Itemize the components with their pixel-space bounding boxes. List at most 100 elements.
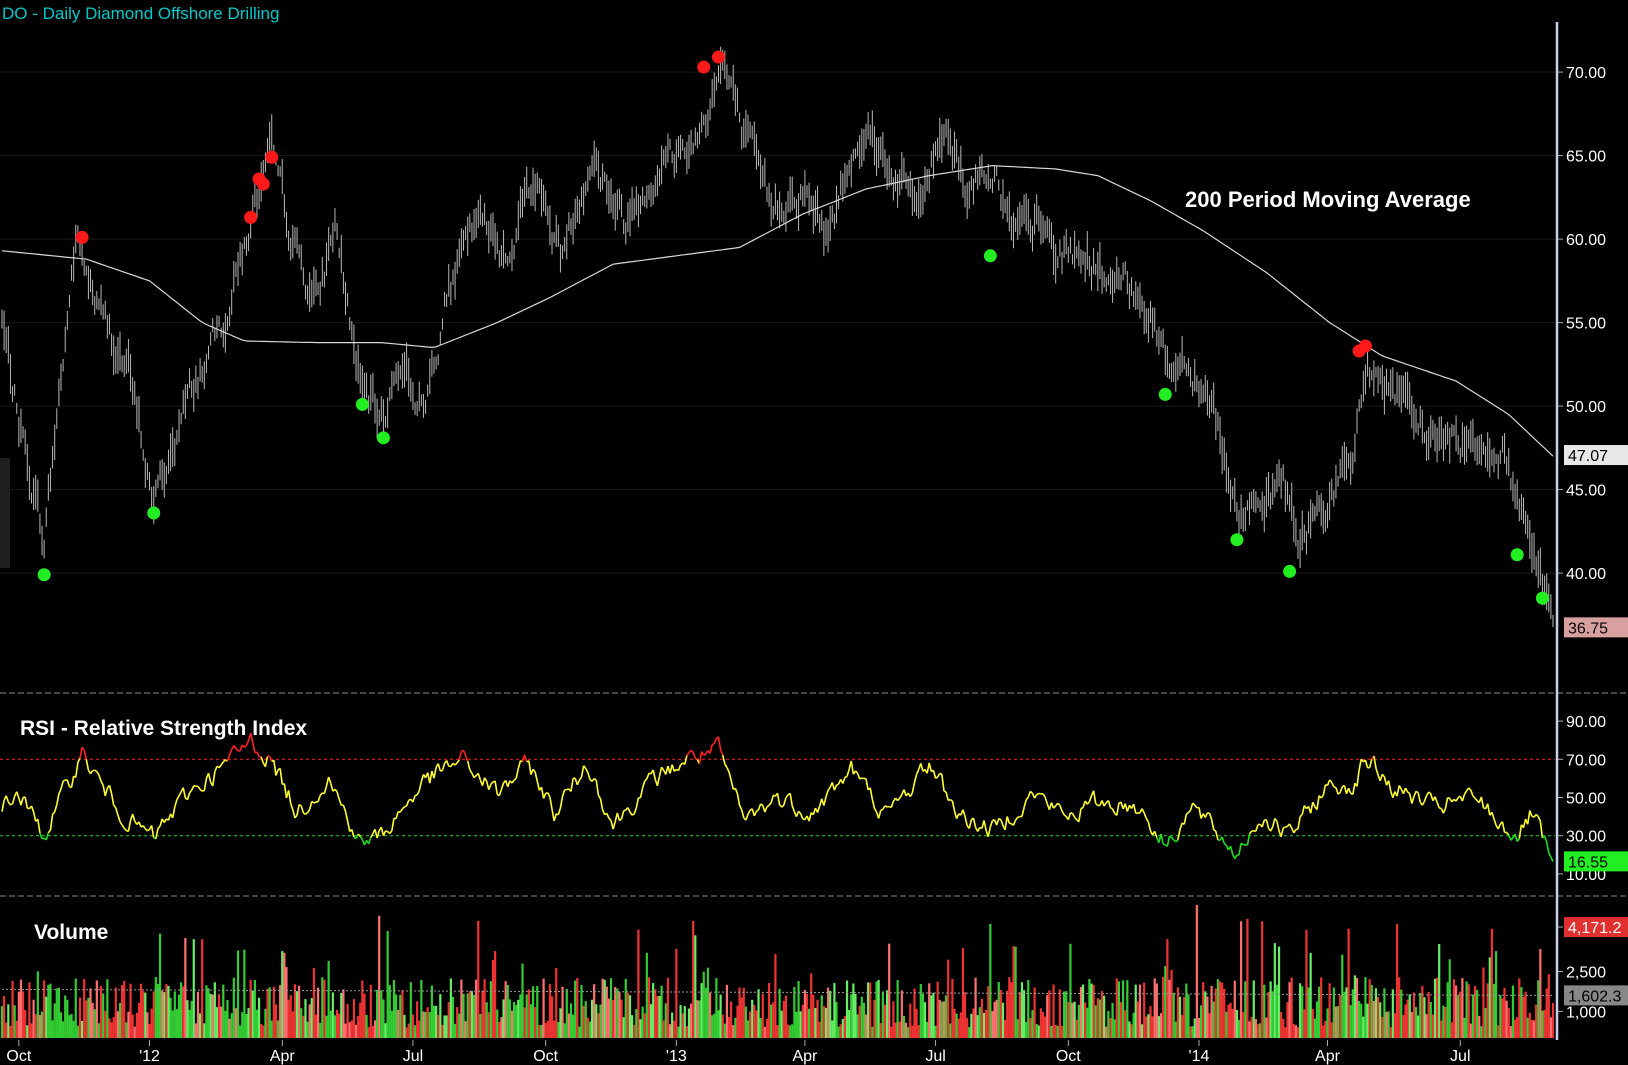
volume-bar [217,994,221,1038]
volume-tick-label: 2,500 [1566,965,1606,982]
volume-bar [260,1023,263,1038]
volume-bar [685,1026,688,1038]
rsi-segment [317,795,321,802]
rsi-segment [736,793,741,806]
rsi-segment [1358,759,1363,770]
rsi-segment [816,805,821,813]
rsi-segment [319,792,323,796]
volume-bar [213,982,216,1038]
rsi-last-value: 16.55 [1568,854,1608,871]
rsi-segment [850,760,855,775]
volume-bar [1008,977,1011,1038]
volume-bar [279,985,282,1038]
volume-bar [272,986,275,1038]
time-tick-label: Jul [403,1048,423,1065]
volume-bar [987,986,990,1038]
volume-bar [0,1006,4,1038]
volume-bar [1444,1006,1447,1038]
rsi-segment [1115,803,1120,816]
volume-bar [458,1013,461,1038]
rsi-segment [1510,837,1514,841]
volume-bar [127,1011,130,1038]
rsi-segment [1514,833,1518,842]
rsi-segment [327,776,332,784]
volume-bar [1267,991,1270,1038]
rsi-segment [338,798,343,806]
volume-bar [1218,981,1222,1038]
volume-bar [230,1013,233,1038]
volume-bar [441,1024,444,1038]
volume-title: Volume [34,921,108,944]
rsi-segment [1194,804,1198,809]
volume-bar [506,984,509,1038]
volume-bar [1433,978,1437,1038]
rsi-segment [1187,809,1192,814]
rsi-segment [1213,829,1217,832]
rsi-segment [1009,822,1012,825]
volume-bar [854,993,857,1038]
rsi-segment [856,772,861,780]
volume-bar [1505,1000,1508,1038]
volume-bar [660,985,663,1038]
rsi-segment [629,811,633,816]
volume-bar [666,977,670,1038]
volume-bar [1448,959,1451,1038]
volume-bar [848,1009,851,1038]
rsi-segment [1413,790,1417,797]
rsi-grid [0,758,1555,837]
volume-bar [47,984,50,1038]
volume-bar [630,1015,634,1038]
rsi-segment [1430,793,1434,801]
rsi-segment [760,803,764,806]
rsi-segment [1160,833,1164,845]
volume-bar [1044,1016,1047,1038]
rsi-segment [256,751,260,757]
rsi-segment [1480,796,1485,808]
volume-bar [1223,989,1226,1038]
volume-bar [1054,1024,1057,1038]
volume-bar [1252,980,1255,1038]
rsi-segment [186,792,191,800]
rsi-segment [1050,802,1055,809]
volume-bar [521,963,524,1038]
rsi-segment [258,755,262,758]
volume-bar [561,986,564,1038]
rsi-segment [171,806,176,819]
side-panel-tab[interactable] [0,458,10,568]
rsi-segment [776,793,781,806]
volume-bar [327,960,330,1038]
rsi-segment [1373,755,1377,769]
rsi-last-value-box [1564,851,1628,872]
rsi-segment [1442,807,1447,814]
volume-bar [1476,989,1479,1038]
volume-bar [1039,1008,1043,1038]
rsi-segment [380,826,385,836]
volume-bar [295,991,299,1038]
volume-bar [1457,995,1460,1038]
volume-bar [144,992,147,1038]
volume-bar [892,1001,895,1038]
volume-bar [1246,918,1249,1038]
rsi-segment [547,792,551,798]
volume-bar [942,1001,946,1038]
rsi-segment [98,774,102,782]
volume-bar [253,980,256,1038]
rsi-segment [1283,826,1286,829]
volume-bar [1271,991,1274,1038]
volume-bar [609,978,613,1038]
volume-bar [1216,979,1220,1038]
rsi-segment [292,809,296,819]
volume-bar [11,981,14,1038]
rsi-segment [452,762,456,766]
rsi-segment [545,791,549,795]
volume-bar [1417,1015,1420,1038]
volume-bar [818,1021,821,1038]
volume-bar [196,991,200,1038]
volume-bar [694,935,697,1038]
volume-bar [129,983,132,1038]
volume-bar [194,1023,197,1038]
rsi-segment [599,798,604,810]
volume-bar [359,1002,362,1038]
rsi-segment [1548,852,1552,858]
rsi-segment [833,784,838,791]
